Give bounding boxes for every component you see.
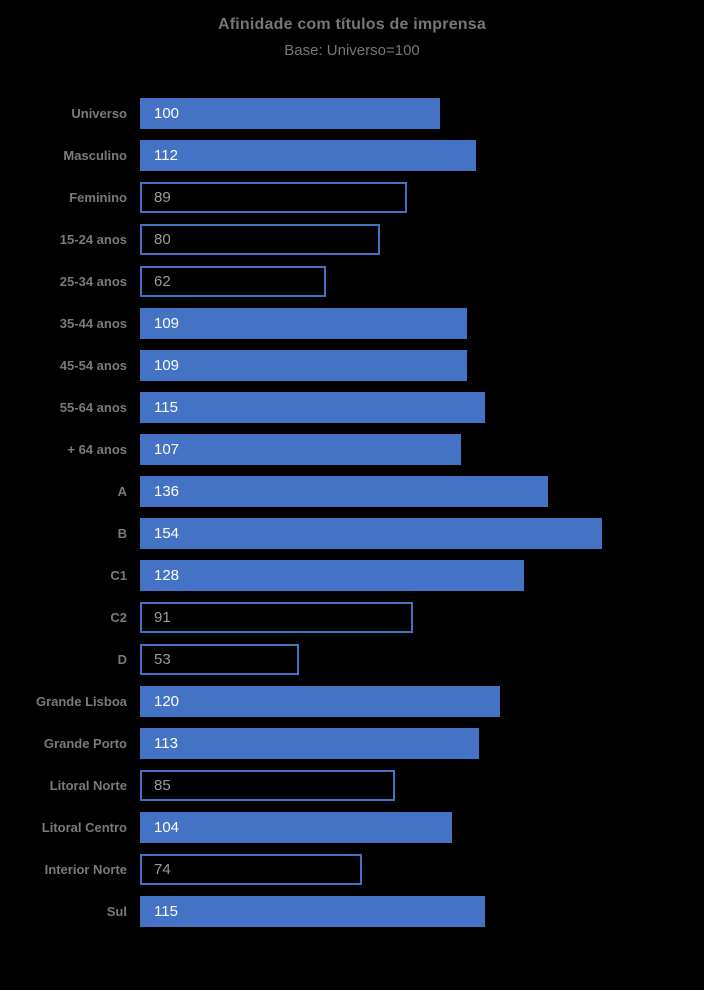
chart-row: 35-44 anos 109 (0, 308, 704, 339)
value-label: 107 (154, 441, 180, 458)
chart-row: Grande Porto 113 (0, 728, 704, 759)
value-label: 74 (154, 861, 171, 878)
category-label: D (117, 652, 127, 667)
category-label: Grande Lisboa (35, 694, 127, 709)
bar-filled: 113 (140, 728, 479, 759)
chart-row: Litoral Norte 85 (0, 770, 704, 801)
value-label: 115 (154, 399, 178, 416)
bar-filled: 115 (140, 392, 485, 423)
category-label: Masculino (63, 148, 127, 163)
value-label: 85 (154, 777, 171, 794)
value-label: 100 (154, 105, 180, 122)
value-label: 109 (154, 315, 180, 332)
bar-filled: 109 (140, 308, 467, 339)
bar-outlined: 91 (140, 602, 413, 633)
chart-row: Grande Lisboa 120 (0, 686, 704, 717)
chart-row: C2 91 (0, 602, 704, 633)
bar-filled: 120 (140, 686, 500, 717)
category-label: 25-34 anos (59, 274, 127, 289)
value-label: 128 (154, 567, 180, 584)
value-label: 115 (154, 903, 178, 920)
value-label: 104 (154, 819, 180, 836)
bar-outlined: 62 (140, 266, 326, 297)
value-label: 89 (154, 189, 171, 206)
chart-row: + 64 anos 107 (0, 434, 704, 465)
category-label: A (117, 484, 127, 499)
bar-outlined: 74 (140, 854, 362, 885)
category-label: Interior Norte (44, 862, 127, 877)
bar-filled: 100 (140, 98, 440, 129)
category-label: Feminino (69, 190, 127, 205)
value-label: 113 (154, 735, 178, 752)
bar-chart-plot-area: Universo 100 Masculino 112 Feminino 89 15-24 a… (0, 98, 704, 938)
value-label: 112 (154, 147, 178, 164)
value-label: 109 (154, 357, 180, 374)
value-label: 136 (154, 483, 180, 500)
category-label: 15-24 anos (59, 232, 127, 247)
chart-row: Sul 115 (0, 896, 704, 927)
chart-row: B 154 (0, 518, 704, 549)
chart-row: Masculino 112 (0, 140, 704, 171)
chart-row: C1 128 (0, 560, 704, 591)
chart-title: Afinidade com títulos de imprensa (218, 16, 486, 33)
category-label: 55-64 anos (59, 400, 127, 415)
value-label: 154 (154, 525, 180, 542)
category-label: C1 (110, 568, 127, 583)
bar-outlined: 53 (140, 644, 299, 675)
value-label: 91 (154, 609, 171, 626)
chart-row: Interior Norte 74 (0, 854, 704, 885)
category-label: Litoral Norte (49, 778, 127, 793)
value-label: 120 (154, 693, 180, 710)
category-label: 45-54 anos (59, 358, 127, 373)
chart-row: 45-54 anos 109 (0, 350, 704, 381)
category-label: 35-44 anos (59, 316, 127, 331)
category-label: B (117, 526, 127, 541)
value-label: 80 (154, 231, 171, 248)
chart-row: D 53 (0, 644, 704, 675)
bar-filled: 128 (140, 560, 524, 591)
bar-outlined: 89 (140, 182, 407, 213)
bar-filled: 107 (140, 434, 461, 465)
bar-filled: 154 (140, 518, 602, 549)
bar-filled: 104 (140, 812, 452, 843)
bar-filled: 115 (140, 896, 485, 927)
category-label: Grande Porto (43, 736, 127, 751)
category-label: C2 (110, 610, 127, 625)
category-label: + 64 anos (67, 442, 127, 457)
category-label: Universo (71, 106, 127, 121)
chart-subtitle: Base: Universo=100 (284, 42, 420, 59)
chart-row: 15-24 anos 80 (0, 224, 704, 255)
bar-filled: 136 (140, 476, 548, 507)
chart-row: 55-64 anos 115 (0, 392, 704, 423)
chart-row: Universo 100 (0, 98, 704, 129)
bar-filled: 112 (140, 140, 476, 171)
value-label: 62 (154, 273, 171, 290)
chart-row: 25-34 anos 62 (0, 266, 704, 297)
category-label: Sul (106, 904, 127, 919)
bar-outlined: 85 (140, 770, 395, 801)
value-label: 53 (154, 651, 171, 668)
bar-filled: 109 (140, 350, 467, 381)
chart-row: Litoral Centro 104 (0, 812, 704, 843)
category-label: Litoral Centro (41, 820, 127, 835)
chart-row: A 136 (0, 476, 704, 507)
bar-outlined: 80 (140, 224, 380, 255)
chart-row: Feminino 89 (0, 182, 704, 213)
